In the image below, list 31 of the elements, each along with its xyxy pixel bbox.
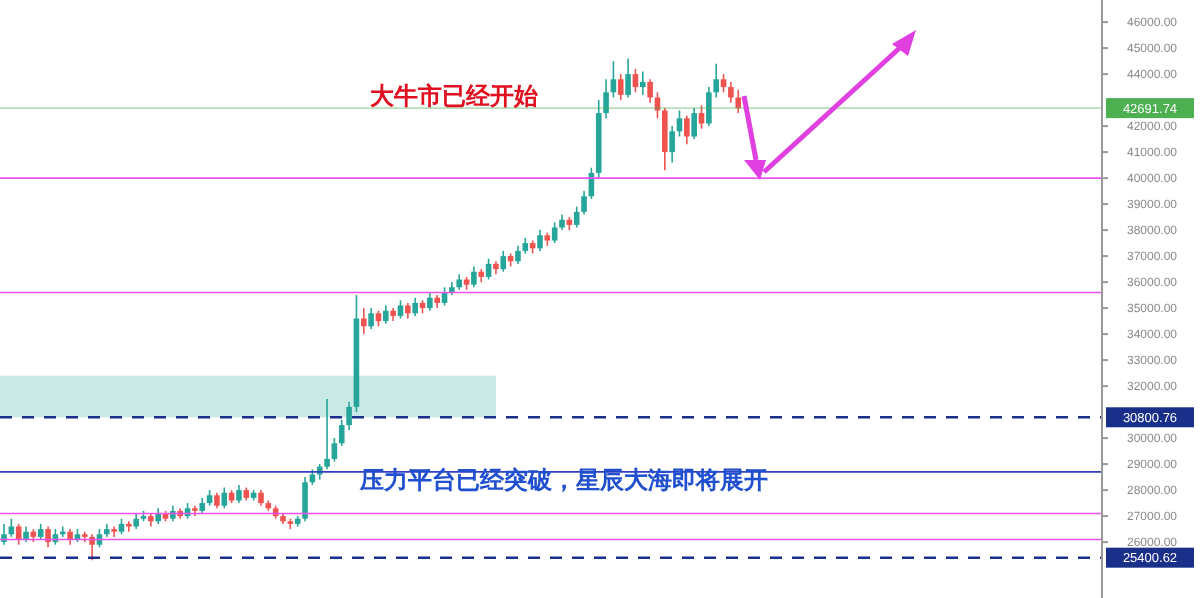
candlestick bbox=[89, 533, 95, 562]
candlestick bbox=[126, 520, 132, 533]
annotation: 大牛市已经开始 bbox=[370, 82, 540, 110]
candlestick bbox=[617, 73, 624, 101]
candlestick bbox=[427, 291, 433, 312]
candlestick bbox=[383, 304, 389, 325]
candlestick bbox=[625, 57, 631, 99]
candlestick bbox=[698, 104, 705, 130]
candlestick bbox=[331, 437, 338, 463]
candlestick bbox=[669, 125, 675, 164]
candlestick bbox=[368, 307, 374, 330]
candlestick bbox=[735, 88, 742, 114]
candlestick bbox=[221, 486, 228, 510]
candlestick bbox=[45, 525, 51, 549]
candlestick bbox=[537, 229, 543, 252]
candlestick bbox=[720, 73, 727, 94]
candlestick bbox=[691, 107, 697, 140]
candlestick bbox=[581, 190, 587, 216]
candlestick bbox=[639, 70, 646, 96]
candlestick bbox=[684, 114, 690, 146]
candlestick bbox=[647, 78, 653, 104]
candlestick bbox=[302, 476, 308, 523]
annotation: 压力平台已经突破，星辰大海即将展开 bbox=[358, 466, 768, 494]
candlestick bbox=[236, 484, 242, 504]
candlestick bbox=[662, 107, 668, 172]
candlestick bbox=[515, 244, 521, 265]
candlestick bbox=[1, 523, 7, 546]
candlestick bbox=[471, 265, 477, 289]
candlestick bbox=[360, 307, 367, 335]
candlestick bbox=[412, 296, 418, 317]
candlestick bbox=[500, 250, 507, 273]
